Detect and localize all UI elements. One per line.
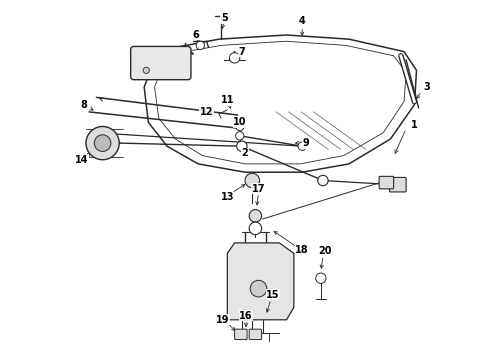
Circle shape (237, 141, 247, 152)
Text: 6: 6 (193, 30, 199, 40)
Text: 8: 8 (80, 100, 87, 110)
Circle shape (245, 173, 260, 188)
Text: 7: 7 (239, 47, 245, 57)
Text: 5: 5 (221, 13, 227, 23)
Polygon shape (227, 243, 294, 320)
Circle shape (196, 41, 204, 50)
Circle shape (236, 132, 244, 140)
Text: 12: 12 (200, 107, 213, 117)
Circle shape (94, 135, 111, 152)
Circle shape (236, 122, 244, 131)
Circle shape (316, 273, 326, 283)
Circle shape (250, 280, 267, 297)
Text: 17: 17 (252, 184, 265, 194)
Circle shape (86, 126, 119, 160)
Circle shape (249, 222, 262, 235)
Text: 3: 3 (423, 82, 430, 92)
Text: 20: 20 (318, 246, 332, 256)
Text: 18: 18 (295, 245, 309, 255)
Circle shape (298, 142, 306, 150)
Text: 13: 13 (220, 192, 234, 202)
Circle shape (143, 67, 149, 73)
Text: 14: 14 (75, 155, 89, 165)
Text: 15: 15 (267, 290, 280, 300)
FancyBboxPatch shape (390, 177, 406, 192)
Text: 16: 16 (239, 311, 253, 321)
FancyBboxPatch shape (235, 329, 247, 339)
Text: 11: 11 (220, 95, 234, 105)
FancyBboxPatch shape (379, 176, 393, 189)
Text: 9: 9 (303, 138, 310, 148)
Circle shape (249, 210, 262, 222)
Text: 1: 1 (411, 121, 418, 130)
Text: 2: 2 (242, 148, 248, 158)
Circle shape (318, 175, 328, 186)
Circle shape (229, 53, 240, 63)
Text: 10: 10 (233, 117, 246, 127)
Text: 4: 4 (299, 17, 306, 27)
Text: 19: 19 (217, 315, 230, 325)
FancyBboxPatch shape (131, 46, 191, 80)
FancyBboxPatch shape (249, 329, 262, 339)
